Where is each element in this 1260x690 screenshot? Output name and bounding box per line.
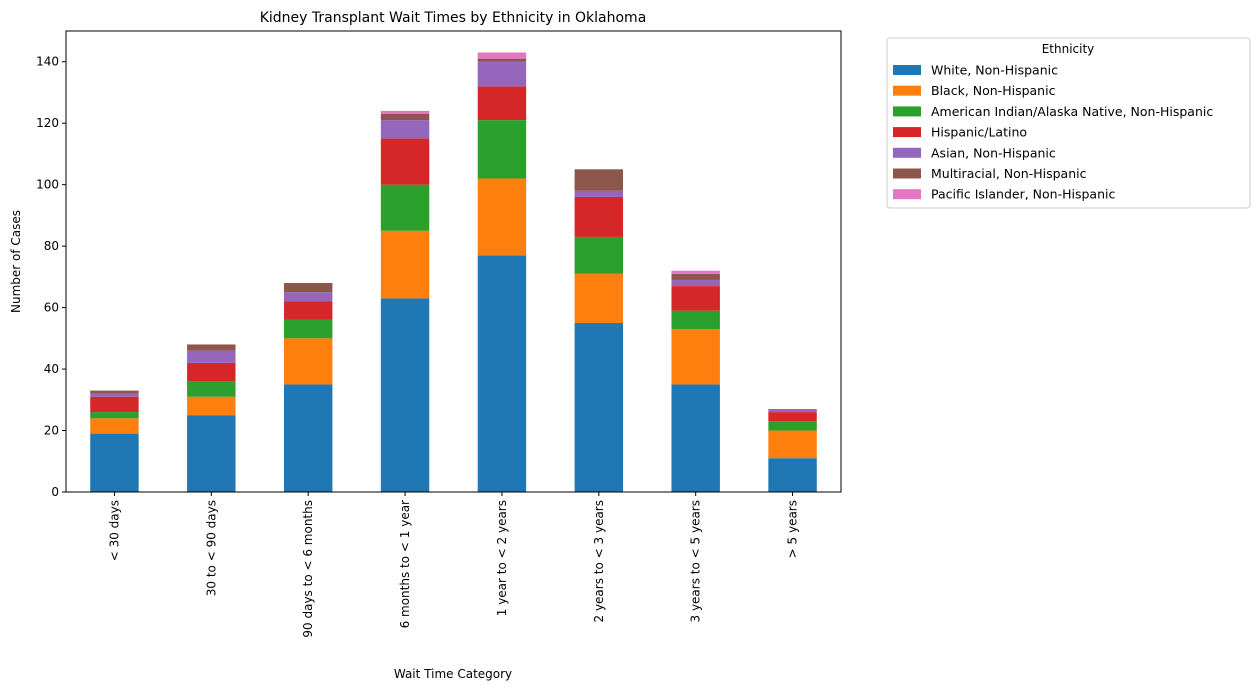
legend-swatch	[893, 127, 921, 138]
bar-segment-5-series-3	[477, 120, 527, 179]
legend-swatch	[893, 65, 921, 75]
legend-title: Ethnicity	[1042, 42, 1095, 56]
legend-entry-label: Asian, Non-Hispanic	[931, 145, 1056, 160]
x-tick-label: < 30 days	[107, 500, 121, 561]
bar-segment-4-series-2	[380, 230, 430, 299]
bar-segment-4-series-6	[380, 113, 430, 121]
bar-segment-2-series-2	[187, 396, 236, 416]
y-axis-ticks: 0 20 40 60 80 100 120 140	[36, 55, 66, 499]
bar-segment-3-series-6	[283, 283, 333, 293]
bar-segment-1-series-1	[90, 433, 139, 492]
legend-entry-label: Black, Non-Hispanic	[931, 83, 1056, 98]
bar-segment-6-series-5	[574, 190, 624, 197]
y-tick-label: 0	[51, 485, 59, 499]
bar-segment-4-series-7	[380, 110, 430, 114]
x-tick-label: > 5 years	[786, 500, 800, 558]
legend-frame	[886, 37, 1251, 209]
bar-segment-6-series-2	[574, 273, 624, 323]
bar-segment-1-series-4	[90, 396, 139, 413]
x-tick-label: 30 to < 90 days	[204, 500, 218, 596]
bar-segment-5-series-5	[477, 61, 527, 87]
bar-segment-1-series-6	[90, 390, 139, 394]
legend-entry-label: White, Non-Hispanic	[931, 63, 1058, 78]
bar-segment-3-series-1	[283, 384, 333, 492]
bar-segment-5-series-2	[477, 178, 527, 256]
bar-segment-2-series-4	[187, 362, 236, 382]
bar-segment-7-series-6	[671, 273, 720, 280]
bar-segment-2-series-6	[187, 344, 236, 351]
bar-segment-5-series-6	[477, 58, 527, 62]
bar-segment-3-series-3	[283, 319, 333, 339]
bar-segment-6-series-6	[574, 169, 624, 191]
bar-segment-1-series-5	[90, 393, 139, 397]
legend-items: White, Non-Hispanic Black, Non-Hispanic Am…	[893, 63, 1213, 202]
y-tick-label: 100	[36, 178, 59, 192]
bar-segment-6-series-3	[574, 236, 624, 274]
bar-segment-2-series-3	[187, 381, 236, 397]
x-axis-ticks: < 30 days 30 to < 90 days 90 days to < 6 m…	[107, 492, 800, 638]
y-tick-label: 60	[44, 301, 59, 315]
y-tick-label: 80	[44, 239, 59, 253]
x-tick-label: 1 year to < 2 years	[495, 500, 509, 616]
bar-segment-7-series-2	[671, 329, 720, 385]
bar-segment-4-series-3	[380, 184, 430, 231]
bar-segment-1-series-2	[90, 418, 139, 434]
bar-segment-7-series-4	[671, 286, 720, 311]
bar-segment-7-series-5	[671, 279, 720, 287]
bar-segment-5-series-7	[477, 52, 527, 59]
x-tick-label: 3 years to < 5 years	[689, 500, 703, 623]
bar-segment-4-series-5	[380, 120, 430, 139]
bar-segment-8-series-1	[768, 458, 817, 492]
legend-swatch	[893, 106, 921, 117]
y-tick-label: 120	[36, 116, 59, 130]
bars-layer	[90, 52, 817, 492]
bar-segment-4-series-4	[380, 138, 430, 185]
bar-segment-7-series-1	[671, 384, 720, 492]
x-tick-label: 6 months to < 1 year	[398, 500, 412, 628]
plot-area-frame	[65, 30, 842, 493]
axes-layer	[65, 30, 842, 493]
bar-segment-4-series-1	[380, 298, 430, 492]
bar-segment-8-series-4	[768, 412, 817, 422]
legend-swatch	[893, 189, 921, 200]
legend-entry-label: Pacific Islander, Non-Hispanic	[931, 187, 1115, 202]
legend-entry-label: American Indian/Alaska Native, Non-Hispa…	[931, 104, 1213, 119]
bar-segment-6-series-1	[574, 322, 624, 492]
legend-entry-label: Hispanic/Latino	[931, 125, 1027, 140]
bar-segment-1-series-3	[90, 412, 139, 419]
bar-segment-8-series-2	[768, 430, 817, 459]
bar-segment-6-series-4	[574, 196, 624, 237]
y-tick-label: 40	[44, 362, 59, 376]
bar-segment-3-series-2	[283, 338, 333, 385]
bar-segment-7-series-3	[671, 310, 720, 330]
bar-segment-7-series-7	[671, 270, 720, 274]
legend-swatch	[893, 168, 921, 179]
y-tick-label: 20	[44, 424, 59, 438]
y-tick-label: 140	[36, 55, 59, 69]
bar-segment-8-series-3	[768, 421, 817, 431]
legend-swatch	[893, 85, 921, 96]
x-axis-label: Wait Time Category	[394, 667, 512, 681]
chart-title: Kidney Transplant Wait Times by Ethnicit…	[260, 10, 647, 26]
legend-entry-label: Multiracial, Non-Hispanic	[931, 166, 1087, 181]
bar-segment-3-series-4	[283, 301, 333, 320]
legend: Ethnicity White, Non-Hispanic Black, Non-…	[886, 37, 1251, 209]
bar-segment-2-series-1	[187, 415, 236, 492]
bar-segment-5-series-4	[477, 86, 527, 121]
x-tick-label: 2 years to < 3 years	[592, 500, 606, 623]
y-axis-label: Number of Cases	[9, 210, 23, 313]
bar-segment-8-series-5	[768, 409, 817, 413]
bar-segment-5-series-1	[477, 255, 527, 492]
bar-segment-2-series-5	[187, 350, 236, 363]
x-tick-label: 90 days to < 6 months	[301, 500, 315, 638]
bar-segment-3-series-5	[283, 292, 333, 302]
legend-swatch	[893, 147, 921, 158]
